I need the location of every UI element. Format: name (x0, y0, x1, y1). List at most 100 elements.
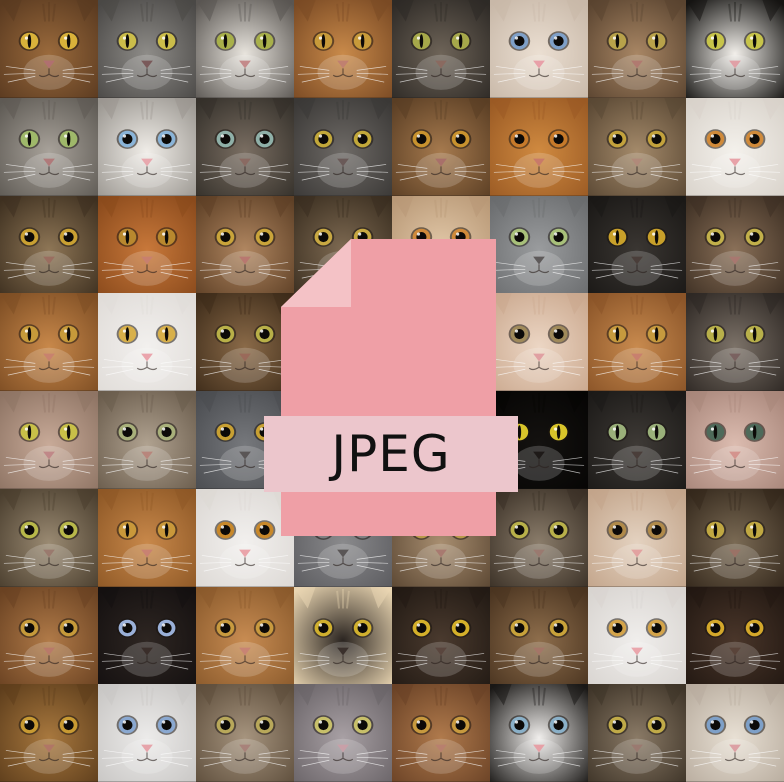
cat-face-photo (0, 97, 98, 196)
cat-face-photo (98, 586, 196, 685)
cat-face-tile (0, 391, 98, 489)
cat-face-photo (490, 586, 588, 685)
cat-face-tile (490, 0, 588, 98)
cat-face-tile (294, 684, 392, 782)
cat-face-photo (196, 684, 294, 782)
cat-face-tile (490, 97, 588, 196)
cat-face-tile (98, 0, 196, 98)
cat-face-photo (686, 488, 784, 587)
cat-face-photo (588, 97, 686, 196)
cat-face-tile (588, 684, 686, 782)
cat-face-tile (686, 293, 784, 391)
cat-face-photo (0, 195, 98, 294)
cat-face-photo (490, 97, 588, 196)
cat-face-photo (490, 488, 588, 587)
cat-face-tile (686, 586, 784, 685)
cat-face-tile (686, 391, 784, 489)
cat-face-tile (0, 97, 98, 196)
cat-face-photo (294, 586, 392, 685)
cat-face-tile (0, 293, 98, 391)
cat-face-tile (98, 97, 196, 196)
cat-face-photo (98, 0, 196, 98)
cat-face-tile (588, 488, 686, 587)
cat-face-photo (588, 586, 686, 685)
cat-face-tile (392, 0, 490, 98)
cat-face-tile (392, 586, 490, 685)
cat-face-tile (490, 293, 588, 391)
cat-face-tile (490, 195, 588, 294)
cat-face-photo (490, 293, 588, 391)
cat-face-tile (588, 586, 686, 685)
cat-face-tile (98, 684, 196, 782)
cat-face-photo (588, 293, 686, 391)
cat-face-photo (0, 0, 98, 98)
cat-face-photo (588, 684, 686, 782)
cat-face-photo (392, 684, 490, 782)
cat-face-tile (686, 195, 784, 294)
cat-face-photo (686, 391, 784, 489)
cat-face-photo (686, 684, 784, 782)
cat-face-tile (98, 391, 196, 489)
cat-face-photo (196, 97, 294, 196)
cat-face-photo (588, 488, 686, 587)
cat-face-tile (294, 586, 392, 685)
cat-face-photo (392, 586, 490, 685)
cat-face-photo (686, 586, 784, 685)
cat-face-tile (588, 0, 686, 98)
cat-face-photo (196, 488, 294, 587)
cat-face-photo (98, 391, 196, 489)
cat-face-photo (196, 586, 294, 685)
file-type-label-band: JPEG (264, 416, 518, 492)
cat-face-photo (98, 293, 196, 391)
cat-face-tile (686, 684, 784, 782)
cat-face-photo (294, 0, 392, 98)
cat-face-photo (196, 293, 294, 391)
cat-face-photo (294, 97, 392, 196)
cat-face-photo (490, 195, 588, 294)
cat-face-photo (392, 97, 490, 196)
cat-face-photo (98, 684, 196, 782)
cat-face-tile (392, 684, 490, 782)
cat-face-tile (588, 293, 686, 391)
cat-face-tile (98, 195, 196, 294)
cat-face-tile (588, 391, 686, 489)
cat-face-tile (98, 293, 196, 391)
cat-face-tile (0, 488, 98, 587)
file-type-label: JPEG (331, 425, 451, 483)
cat-face-tile (196, 97, 294, 196)
cat-face-tile (98, 586, 196, 685)
cat-face-tile (196, 488, 294, 587)
cat-face-tile (294, 0, 392, 98)
cat-face-tile (392, 97, 490, 196)
cat-face-tile (0, 586, 98, 685)
cat-face-photo (0, 684, 98, 782)
cat-face-photo (686, 97, 784, 196)
cat-face-tile (686, 97, 784, 196)
cat-face-photo (0, 488, 98, 587)
cat-face-tile (294, 97, 392, 196)
cat-face-tile (0, 684, 98, 782)
cat-face-photo (294, 684, 392, 782)
cat-face-photo (686, 0, 784, 98)
cat-face-tile (588, 97, 686, 196)
cat-face-photo (686, 195, 784, 294)
cat-face-photo (98, 488, 196, 587)
cat-face-tile (490, 488, 588, 587)
cat-face-tile (0, 0, 98, 98)
cat-face-photo (196, 195, 294, 294)
cat-face-photo (490, 684, 588, 782)
cat-face-photo (0, 293, 98, 391)
cat-face-photo (392, 0, 490, 98)
cat-face-photo (686, 293, 784, 391)
cat-face-tile (0, 195, 98, 294)
cat-face-tile (588, 195, 686, 294)
cat-face-tile (98, 488, 196, 587)
cat-face-photo (588, 0, 686, 98)
cat-face-tile (686, 0, 784, 98)
cat-face-photo (98, 97, 196, 196)
cat-face-photo (98, 195, 196, 294)
cat-face-photo (588, 195, 686, 294)
file-corner-fold (281, 239, 351, 307)
